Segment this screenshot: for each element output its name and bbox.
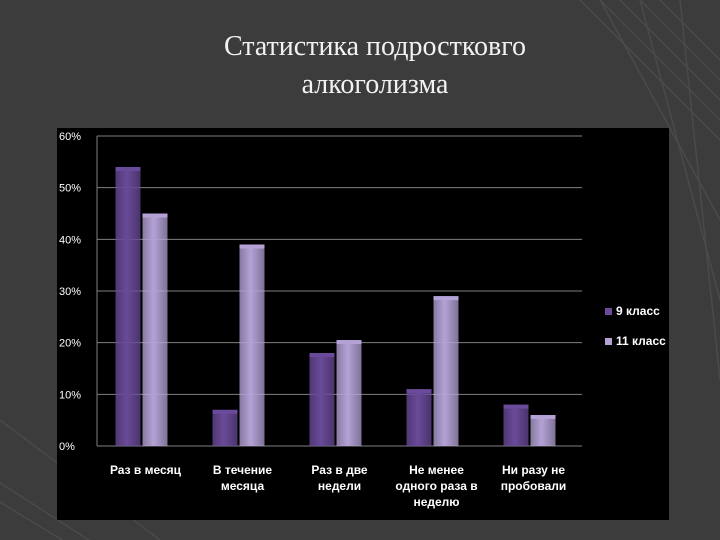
legend-label: 9 класс bbox=[616, 304, 660, 318]
bar-cap bbox=[406, 389, 432, 394]
x-category-label: пробовали bbox=[501, 479, 567, 493]
slide-title: Статистика подростковго алкоголизма bbox=[140, 28, 610, 104]
legend-swatch bbox=[605, 308, 612, 315]
y-tick-label: 0% bbox=[59, 441, 75, 453]
x-category-label: неделю bbox=[413, 495, 459, 509]
y-tick-label: 10% bbox=[59, 389, 81, 401]
bar-11-class bbox=[530, 415, 556, 446]
x-category-label: Ни разу не bbox=[502, 463, 565, 477]
y-tick-label: 20% bbox=[59, 338, 81, 350]
x-category-label: Раз в месяц bbox=[110, 463, 182, 477]
bar-cap bbox=[503, 404, 529, 409]
legend-label: 11 класс bbox=[616, 334, 666, 348]
bar-9-class bbox=[406, 389, 432, 446]
x-category-label: недели bbox=[318, 479, 361, 493]
slide-title-line-1: Статистика подростковго bbox=[223, 31, 527, 62]
bar-9-class bbox=[115, 167, 141, 446]
bar-11-class bbox=[142, 213, 168, 446]
bar-9-class bbox=[309, 353, 335, 446]
y-tick-label: 40% bbox=[59, 234, 81, 246]
bar-cap bbox=[309, 353, 335, 357]
x-category-label: В течение bbox=[213, 463, 273, 477]
x-category-label: Не менее bbox=[409, 463, 464, 477]
bar-cap bbox=[239, 244, 265, 249]
bar-11-class bbox=[336, 340, 362, 446]
y-tick-label: 30% bbox=[59, 286, 81, 298]
x-category-label: месяца bbox=[221, 479, 265, 493]
x-category-label: Раз в две bbox=[311, 463, 368, 477]
bar-cap bbox=[433, 296, 459, 301]
bar-9-class bbox=[503, 404, 529, 446]
bar-cap bbox=[530, 415, 556, 419]
x-category-label: одного раза в bbox=[395, 479, 477, 493]
bar-chart: 0% 10% 20% 30% 40% 50% 60% Раз в месяц В течение… bbox=[59, 131, 666, 509]
y-tick-label: 60% bbox=[59, 131, 81, 143]
bar-cap bbox=[336, 340, 362, 345]
y-tick-label: 50% bbox=[59, 183, 81, 195]
bar-9-class bbox=[212, 409, 238, 446]
chart-panel: 0% 10% 20% 30% 40% 50% 60% Раз в месяц В течение… bbox=[57, 128, 669, 520]
bar-cap bbox=[142, 213, 168, 218]
bar-11-class bbox=[433, 296, 459, 446]
bar-cap bbox=[212, 409, 238, 414]
bar-cap bbox=[115, 167, 141, 171]
slide-title-line-2: алкоголизма bbox=[301, 69, 449, 100]
legend-swatch bbox=[605, 338, 612, 345]
bar-11-class bbox=[239, 244, 265, 446]
